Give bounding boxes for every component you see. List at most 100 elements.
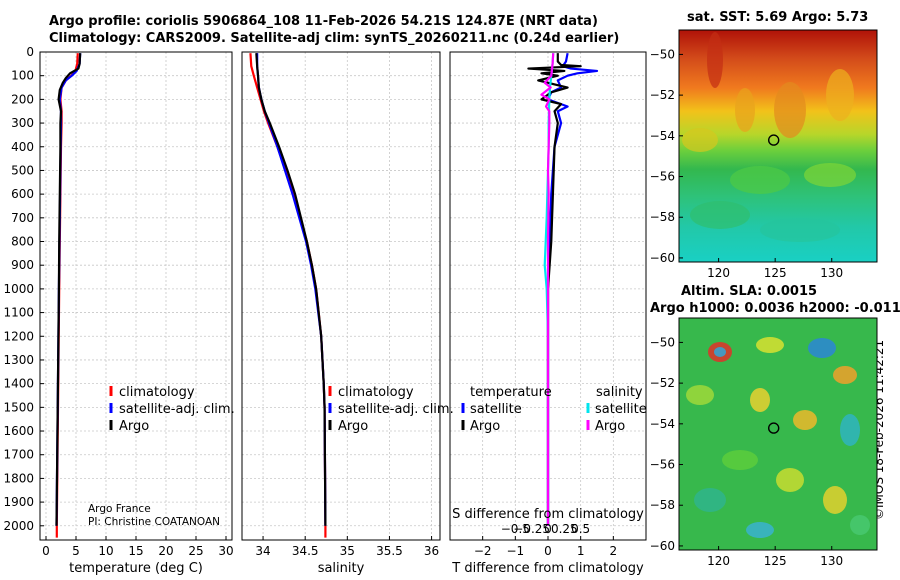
s-tick-label: −0.25: [513, 522, 550, 536]
depth-tick-label: 1600: [3, 424, 34, 438]
legend-label: climatology: [119, 385, 195, 400]
temperature-series-argo: [55, 53, 82, 526]
sst_map: −50 −52 −54 −56 −58 −60 120 125 130: [650, 29, 878, 280]
s-tick-label: 0.5: [571, 522, 590, 536]
lon-tick-label: 125: [764, 266, 787, 280]
depth-tick-label: 1100: [3, 306, 34, 320]
salinity-xtick-label: 35.5: [376, 544, 403, 558]
temperature-legend: climatology satellite-adj. clim. Argo: [109, 385, 235, 434]
difference-xtick-label: 1: [577, 544, 585, 558]
lat-tick-label: −58: [650, 498, 675, 512]
depth-tick-label: 400: [11, 140, 34, 154]
salinity-panel: 34 34.5 35 35.5 36 salinity: [241, 51, 441, 576]
lat-tick-label: −60: [650, 539, 675, 553]
legend-label: satellite-adj. clim.: [338, 402, 454, 417]
lat-tick-label: −54: [650, 417, 675, 431]
depth-tick-label: 1500: [3, 400, 34, 414]
legend-label: satellite: [595, 402, 647, 417]
salinity-xtick-label: 35: [340, 544, 355, 558]
sla-patch: [722, 450, 758, 470]
temperature-frame: [39, 51, 233, 541]
sla-patch: [714, 347, 726, 357]
depth-tick-label: 600: [11, 187, 34, 201]
sla-map-title: Altim. SLA: 0.0015: [681, 284, 818, 299]
depth-tick-label: 2000: [3, 519, 34, 533]
lat-tick-label: −52: [650, 376, 675, 390]
sst-features: [682, 32, 856, 242]
sla-patch: [750, 388, 770, 412]
argo-position-marker: [768, 134, 780, 146]
temperature-xtick-label: 5: [72, 544, 80, 558]
depth-tick-label: 1400: [3, 377, 34, 391]
temperature-xlabel: temperature (deg C): [69, 561, 203, 576]
depth-tick-label: 1900: [3, 495, 34, 509]
lat-tick-label: −58: [650, 210, 675, 224]
sla_map: −50 −52 −54 −56 −58 −60 120 125 130: [650, 317, 878, 568]
salinity-xtick-label: 34.5: [292, 544, 319, 558]
lon-tick-label: 125: [764, 554, 787, 568]
depth-tick-label: 900: [11, 258, 34, 272]
sla-features: [686, 337, 870, 538]
sla-map-subtitle: Argo h1000: 0.0036 h2000: -0.011: [650, 301, 900, 316]
depth-tick-label: 1200: [3, 329, 34, 343]
legend-label: Argo: [595, 419, 625, 434]
argo-position-marker: [768, 422, 780, 434]
lon-tick-label: 130: [820, 554, 843, 568]
depth-tick-label: 1300: [3, 353, 34, 367]
sst-patch: [760, 218, 840, 242]
lon-tick-label: 120: [707, 554, 730, 568]
difference-series-salinity-argo: [540, 53, 555, 526]
sla-patch: [808, 338, 836, 358]
legend-group-title: temperature: [470, 385, 552, 400]
annotation-line: Argo France: [88, 503, 151, 515]
lat-tick-label: −56: [650, 170, 675, 184]
depth-tick-label: 1800: [3, 471, 34, 485]
difference-xtick-label: 0: [544, 544, 552, 558]
sst-patch: [682, 128, 718, 152]
sla-patch: [823, 486, 847, 514]
difference-panel: −2 −1 0 1 2 T difference from climatology: [449, 51, 647, 576]
temperature-xtick-label: 25: [188, 544, 203, 558]
difference-xlabel: T difference from climatology: [451, 561, 644, 576]
difference-xtick-label: −2: [474, 544, 492, 558]
title-line-2: Climatology: CARS2009. Satellite-adj cli…: [49, 31, 620, 46]
difference-xtick-label: −1: [506, 544, 524, 558]
sla-patch: [686, 385, 714, 405]
annotation-line: PI: Christine COATANOAN: [88, 516, 220, 528]
sst-patch: [826, 69, 854, 121]
sla-patch: [840, 414, 860, 446]
lat-tick-label: −50: [650, 335, 675, 349]
legend-label: Argo: [470, 419, 500, 434]
depth-tick-label: 100: [11, 69, 34, 83]
sla-patch: [833, 366, 857, 384]
s-tick-label: 0: [544, 522, 552, 536]
depth-tick-label: 800: [11, 235, 34, 249]
lat-tick-label: −50: [650, 47, 675, 61]
temperature-xtick-label: 0: [42, 544, 50, 558]
depth-tick-label: 500: [11, 163, 34, 177]
s-tick-label: −0.5: [501, 522, 530, 536]
temperature-panel: 0 5 10 15 20 25 300100200300400500600700800900…: [3, 45, 233, 576]
depth-tick-label: 700: [11, 211, 34, 225]
sla-patch: [850, 515, 870, 535]
difference-frame: [449, 51, 647, 541]
legend-label: Argo: [338, 419, 368, 434]
legend-label: satellite-adj. clim.: [119, 402, 235, 417]
difference-legend: temperature salinity satellite Argo satellit…: [452, 385, 647, 536]
salinity-legend: climatology satellite-adj. clim. Argo: [328, 385, 454, 434]
temperature-xtick-label: 30: [218, 544, 233, 558]
lon-tick-label: 120: [707, 266, 730, 280]
difference-xtick-label: 2: [610, 544, 618, 558]
sst-patch: [690, 201, 750, 229]
salinity-xlabel: salinity: [318, 561, 365, 576]
sst-patch: [707, 32, 723, 88]
legend-label: satellite: [470, 402, 522, 417]
depth-tick-label: 0: [26, 45, 34, 59]
lat-tick-label: −60: [650, 251, 675, 265]
difference-xlabel-top: S difference from climatology: [452, 507, 644, 522]
lat-tick-label: −54: [650, 129, 675, 143]
sla-patch: [694, 488, 726, 512]
sla-patch: [756, 337, 784, 353]
depth-tick-label: 1000: [3, 282, 34, 296]
